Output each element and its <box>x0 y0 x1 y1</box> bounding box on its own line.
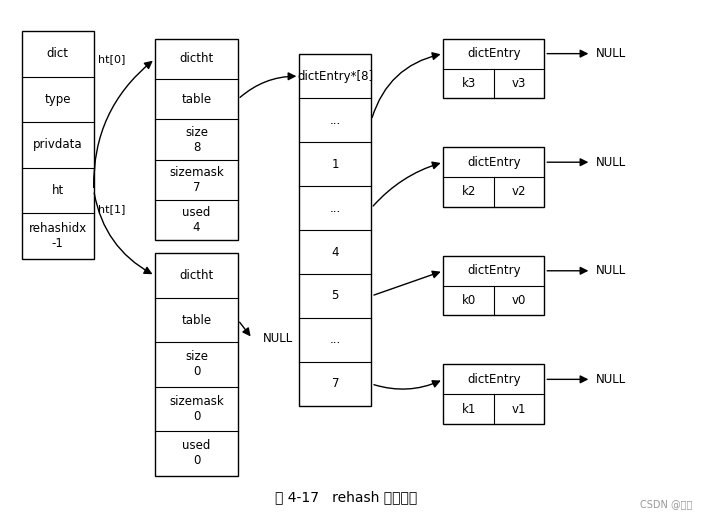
Bar <box>443 364 544 424</box>
Text: NULL: NULL <box>596 47 627 60</box>
Text: dictEntry*[8]: dictEntry*[8] <box>297 70 373 83</box>
Text: NULL: NULL <box>596 264 627 277</box>
Text: size
0: size 0 <box>185 351 208 378</box>
Text: NULL: NULL <box>596 156 627 169</box>
Text: dict: dict <box>47 47 68 60</box>
Text: dictEntry: dictEntry <box>467 264 521 277</box>
Bar <box>443 39 544 98</box>
Bar <box>155 253 238 476</box>
Text: k0: k0 <box>461 294 476 307</box>
Text: ...: ... <box>329 114 341 127</box>
Text: type: type <box>45 93 71 106</box>
Bar <box>443 147 544 207</box>
Text: 7: 7 <box>332 377 339 390</box>
Text: v2: v2 <box>512 186 526 199</box>
Bar <box>155 39 238 240</box>
Text: ...: ... <box>329 333 341 346</box>
Text: v0: v0 <box>512 294 526 307</box>
Text: used
0: used 0 <box>182 439 211 467</box>
Text: k1: k1 <box>461 403 476 416</box>
Text: used
4: used 4 <box>182 206 211 234</box>
Text: NULL: NULL <box>596 373 627 386</box>
Text: v1: v1 <box>512 403 526 416</box>
Text: sizemask
7: sizemask 7 <box>169 166 224 194</box>
Text: rehashidx
-1: rehashidx -1 <box>29 222 87 250</box>
Text: privdata: privdata <box>33 138 82 151</box>
Text: size
8: size 8 <box>185 126 208 154</box>
Text: dictEntry: dictEntry <box>467 156 521 169</box>
Text: NULL: NULL <box>263 332 293 345</box>
Text: dictht: dictht <box>180 269 213 282</box>
Bar <box>443 256 544 315</box>
Text: dictht: dictht <box>180 52 213 66</box>
Text: 5: 5 <box>332 290 339 302</box>
Text: ...: ... <box>329 202 341 215</box>
Text: k2: k2 <box>461 186 476 199</box>
Text: table: table <box>182 93 211 106</box>
Text: ht[1]: ht[1] <box>98 204 125 215</box>
Text: CSDN @结城: CSDN @结城 <box>640 499 692 509</box>
Text: dictEntry: dictEntry <box>467 373 521 386</box>
Text: 图 4-17   rehash 执行完毕: 图 4-17 rehash 执行完毕 <box>275 490 417 505</box>
Text: ht[0]: ht[0] <box>98 54 125 65</box>
Bar <box>22 31 94 258</box>
Text: sizemask
0: sizemask 0 <box>169 395 224 423</box>
Text: 1: 1 <box>332 158 339 171</box>
Text: table: table <box>182 313 211 327</box>
Text: 4: 4 <box>332 246 339 258</box>
Text: dictEntry: dictEntry <box>467 47 521 60</box>
Text: k3: k3 <box>461 77 476 90</box>
Text: ht: ht <box>52 184 63 197</box>
Bar <box>299 54 371 406</box>
Text: v3: v3 <box>512 77 526 90</box>
